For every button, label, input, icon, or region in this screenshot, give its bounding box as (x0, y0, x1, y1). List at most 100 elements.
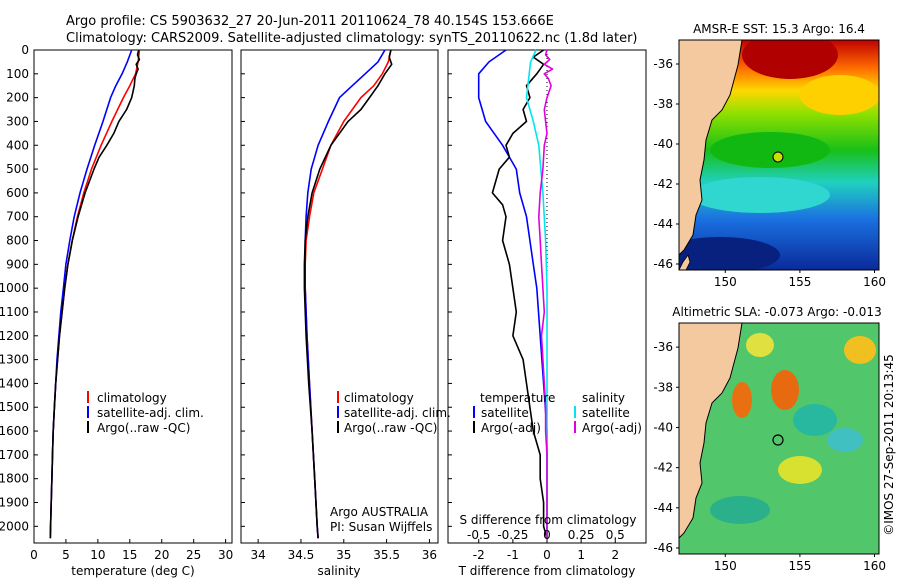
sla-eddy-low-2 (710, 496, 770, 524)
x-tick-label: 35.5 (373, 548, 400, 562)
legend-label-s-argo: Argo(-adj) (582, 421, 642, 435)
x-tick-label: 20 (154, 548, 169, 562)
x-tick-label: 34 (250, 548, 265, 562)
sla-eddy-high-1 (771, 370, 799, 410)
x-tick-label: 1 (577, 548, 585, 562)
depth-tick-label: 2000 (0, 519, 29, 533)
lon-tick-label: 155 (788, 559, 811, 573)
difference-top-xlabel: S difference from climatology (460, 513, 637, 527)
depth-tick-label: 1600 (0, 424, 29, 438)
depth-tick-label: 1200 (0, 329, 29, 343)
depth-tick-label: 800 (6, 234, 29, 248)
imos-credit: ©IMOS 27-Sep-2011 20:13:45 (882, 354, 896, 536)
s-x-tick-label: -0.5 (467, 528, 490, 542)
sst-map (679, 40, 879, 270)
sla-lon-axis: 150 155 160 (714, 554, 886, 573)
depth-tick-label: 0 (21, 43, 29, 57)
lon-tick-label: 160 (863, 559, 886, 573)
lat-tick-label: -36 (653, 57, 673, 71)
sla-map-title: Altimetric SLA: -0.073 Argo: -0.013 (672, 305, 881, 319)
sst-lat-axis: -36 -38 -40 -42 -44 -46 (653, 57, 679, 271)
depth-tick-label: 100 (6, 67, 29, 81)
temperature-series (49, 49, 141, 539)
legend-label-argo: Argo(..raw -QC) (344, 421, 437, 435)
tasmania-coast (679, 254, 691, 270)
lon-tick-label: 150 (714, 275, 737, 289)
s-x-tick-label: 0.5 (606, 528, 625, 542)
figure-title-line2: Climatology: CARS2009. Satellite-adjuste… (66, 31, 638, 46)
difference-xlabel: T difference from climatology (458, 564, 636, 578)
lat-tick-label: -38 (653, 380, 673, 394)
sla-eddy-low-1 (793, 404, 837, 436)
legend-label-satellite: satellite-adj. clim. (97, 406, 204, 420)
x-tick-label: 15 (122, 548, 137, 562)
x-tick-label: 35 (336, 548, 351, 562)
lat-tick-label: -40 (653, 137, 673, 151)
salinity-xlabel: salinity (317, 564, 360, 578)
x-tick-label: 0 (30, 548, 38, 562)
sla-lat-axis: -36 -38 -40 -42 -44 -46 (653, 340, 679, 555)
depth-tick-label: 1500 (0, 400, 29, 414)
depth-tick-label: 1800 (0, 472, 29, 486)
depth-tick-label: 500 (6, 162, 29, 176)
sla-eddy-low-3 (827, 428, 863, 452)
depth-tick-label: 600 (6, 186, 29, 200)
argo-australia-annotation: Argo AUSTRALIA (330, 505, 429, 519)
argo-float-marker (772, 151, 784, 163)
legend-header-salinity: salinity (582, 391, 625, 405)
x-tick-label: 2 (611, 548, 619, 562)
legend-label-s-satellite: satellite (582, 406, 630, 420)
salinity-series (303, 49, 393, 539)
s-x-tick-label: -0.25 (497, 528, 528, 542)
sst-lon-axis: 150 155 160 (714, 270, 886, 289)
legend-header-temperature: temperature (480, 391, 555, 405)
sst-warm-core (742, 40, 838, 79)
x-tick-label: 30 (218, 548, 233, 562)
x-tick-label: 5 (62, 548, 70, 562)
legend-label-t-argo: Argo(-adj) (481, 421, 541, 435)
lat-tick-label: -44 (653, 501, 673, 515)
t-satellite-diff-line (477, 49, 548, 539)
argo-line (49, 49, 141, 539)
salinity-panel (240, 49, 439, 544)
legend-label-t-satellite: satellite (481, 406, 529, 420)
lat-tick-label: -42 (653, 461, 673, 475)
sla-eddy-high-5 (746, 333, 774, 357)
depth-tick-label: 1700 (0, 448, 29, 462)
legend-label-satellite: satellite-adj. clim. (344, 406, 451, 420)
salinity-legend: climatology satellite-adj. clim. Argo(..… (337, 391, 451, 435)
t-argo-diff-line (491, 49, 548, 539)
temperature-xlabel: temperature (deg C) (71, 564, 194, 578)
depth-tick-label: 1100 (0, 305, 29, 319)
sla-eddy-high-3 (844, 336, 876, 364)
s-argo-diff-line (537, 49, 554, 539)
x-tick-label: -1 (507, 548, 519, 562)
depth-tick-label: 900 (6, 257, 29, 271)
sst-map-frame (678, 39, 880, 271)
sst-cyan-patch (690, 177, 830, 213)
sla-eddy-high-2 (732, 382, 752, 418)
depth-tick-label: 200 (6, 91, 29, 105)
legend-label-climatology: climatology (344, 391, 414, 405)
lat-tick-label: -38 (653, 97, 673, 111)
depth-tick-label: 1900 (0, 496, 29, 510)
sst-green-eddy (710, 132, 830, 168)
difference-x-axis: -2 -1 0 1 2 (473, 539, 619, 562)
depth-tick-label: 300 (6, 114, 29, 128)
depth-tick-label: 1000 (0, 281, 29, 295)
temperature-panel (33, 49, 233, 544)
temperature-x-axis: 0 5 10 15 20 25 30 (30, 539, 233, 562)
salinity-x-axis: 34 34.5 35 35.5 36 (250, 539, 437, 562)
sst-map-title: AMSR-E SST: 15.3 Argo: 16.4 (693, 22, 865, 36)
x-tick-label: 0 (543, 548, 551, 562)
sla-map-frame (678, 322, 880, 555)
lat-tick-label: -46 (653, 257, 673, 271)
sla-eddy-high-4 (778, 456, 822, 484)
x-tick-label: 10 (90, 548, 105, 562)
x-tick-label: -2 (473, 548, 485, 562)
lon-tick-label: 150 (714, 559, 737, 573)
lat-tick-label: -40 (653, 420, 673, 434)
sst-warm-tongue (800, 75, 879, 115)
s-x-tick-label: 0.25 (568, 528, 595, 542)
